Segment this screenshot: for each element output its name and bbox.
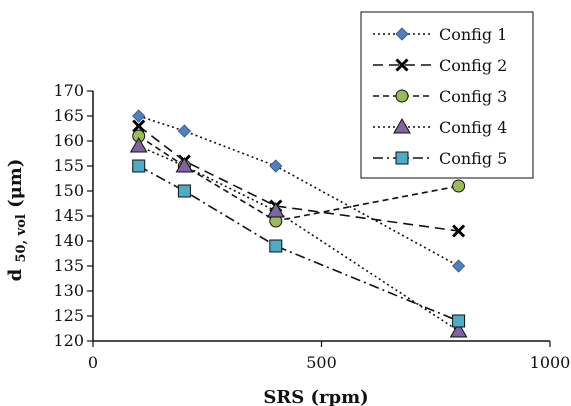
series-5-point (269, 239, 283, 253)
y-tick-label: 160 (53, 131, 84, 150)
legend-label: Config 1 (439, 25, 507, 44)
legend-marker (395, 58, 409, 72)
x-tick-label: 1000 (530, 353, 571, 372)
y-tick-label: 165 (53, 106, 84, 125)
series-5 (132, 159, 466, 328)
legend-label: Config 5 (439, 149, 507, 168)
series-4-point (129, 136, 148, 153)
series-5-point (452, 314, 466, 328)
legend-item-1: Config 1 (373, 25, 507, 44)
y-tick-label: 130 (53, 281, 84, 300)
series-5-point (177, 184, 191, 198)
series-5-point (132, 159, 146, 173)
series-2-point (132, 119, 146, 133)
legend-item-5: Config 5 (373, 149, 507, 168)
y-tick-label: 155 (53, 156, 84, 175)
series-1-point (177, 124, 191, 138)
series-4-point (449, 321, 468, 338)
series-1-line (138, 115, 459, 267)
series-1 (132, 109, 466, 273)
legend-label: Config 2 (439, 56, 507, 75)
legend-marker (395, 27, 409, 41)
y-tick-label: 170 (53, 81, 84, 100)
y-axis-title: d 50, vol (μm) (5, 159, 30, 282)
series-3-point (452, 179, 466, 193)
y-tick-label: 150 (53, 181, 84, 200)
legend-label: Config 3 (439, 87, 507, 106)
y-axis-title-unit: (μm) (5, 159, 26, 208)
series-2-point (452, 224, 466, 238)
legend-marker (393, 117, 411, 134)
legend-label: Config 4 (439, 118, 507, 137)
x-axis-ticks: 0 500 1000 (88, 341, 570, 372)
y-tick-label: 140 (53, 231, 84, 250)
series-layer (129, 109, 468, 338)
y-tick-label: 135 (53, 256, 84, 275)
series-4-point (175, 156, 194, 173)
series-1-point (452, 259, 466, 273)
legend-marker (395, 89, 409, 103)
series-1-point (132, 109, 146, 123)
y-tick-label: 125 (53, 306, 84, 325)
legend-item-2: Config 2 (373, 56, 507, 75)
x-axis-title: SRS (rpm) (263, 387, 368, 406)
y-axis-ticks: 120 125 130 135 140 145 150 155 160 165 170 (53, 81, 93, 350)
series-1-point (269, 159, 283, 173)
series-4 (129, 136, 468, 338)
chart-legend: Config 1 Config 2 Config 3 Config 4 Config 5 (360, 11, 534, 179)
legend-box (360, 11, 534, 179)
y-axis-title-subscript: 50, vol (14, 214, 29, 262)
y-tick-label: 120 (53, 331, 84, 350)
legend-items: Config 1 Config 2 Config 3 Config 4 Config 5 (373, 25, 507, 168)
x-tick-label: 0 (88, 353, 98, 372)
legend-marker (395, 151, 409, 165)
x-tick-label: 500 (306, 353, 337, 372)
legend-item-4: Config 4 (373, 117, 507, 137)
series-4-point (266, 201, 285, 218)
series-5-line (138, 165, 459, 322)
series-4-line (138, 145, 460, 332)
y-axis-title-main: d (5, 268, 26, 281)
y-tick-label: 145 (53, 206, 84, 225)
series-3-line (138, 135, 459, 222)
legend-item-3: Config 3 (373, 87, 507, 106)
